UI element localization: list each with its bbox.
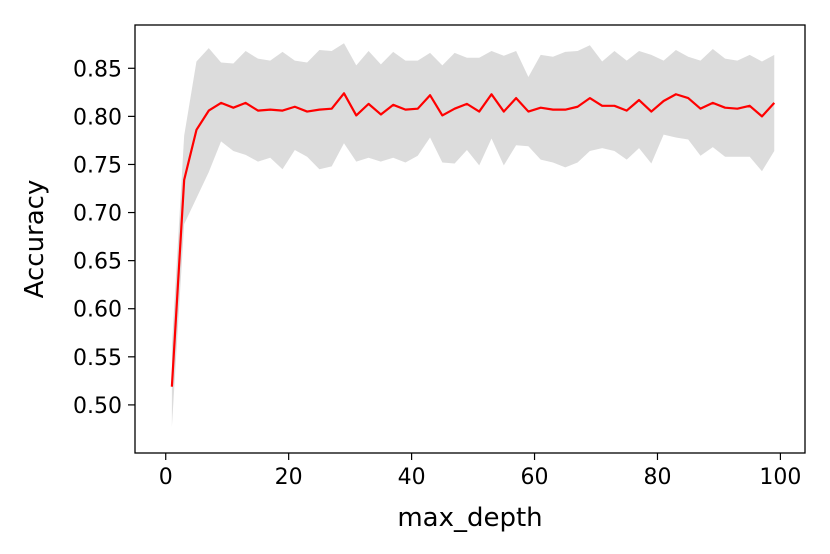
y-tick-label: 0.65 [73, 250, 122, 275]
accuracy-std-band [171, 43, 775, 428]
y-tick-label: 0.55 [73, 346, 122, 371]
y-tick-label: 0.75 [73, 153, 122, 178]
x-tick-label: 40 [398, 465, 426, 490]
x-tick-label: 0 [159, 465, 173, 490]
x-tick-label: 20 [275, 465, 303, 490]
x-tick-label: 100 [759, 465, 801, 490]
y-tick-label: 0.70 [73, 202, 122, 227]
plot-frame [134, 24, 806, 454]
y-tick-label: 0.85 [73, 57, 122, 82]
x-tick-label: 60 [521, 465, 549, 490]
y-tick-label: 0.60 [73, 298, 122, 323]
x-tick-label: 80 [643, 465, 671, 490]
y-tick-label: 0.50 [73, 394, 122, 419]
y-tick-label: 0.80 [73, 105, 122, 130]
x-axis-label: max_depth [397, 503, 542, 533]
accuracy-mean-line [170, 92, 776, 387]
y-axis-label: Accuracy [20, 180, 50, 299]
